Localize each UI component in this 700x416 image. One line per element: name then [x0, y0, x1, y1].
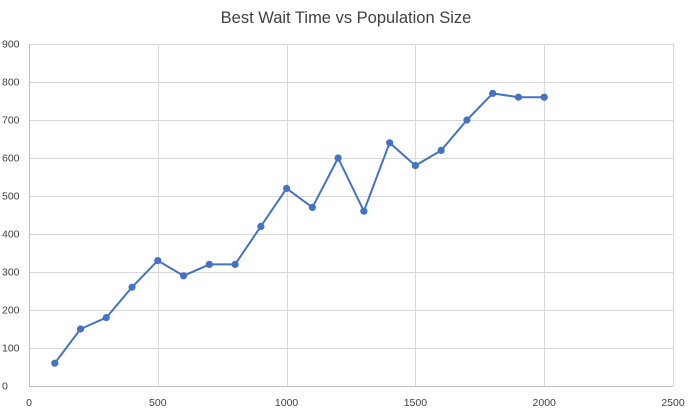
- y-tick-label-100: 100: [2, 343, 20, 355]
- data-point: [128, 283, 136, 291]
- data-point: [386, 139, 394, 147]
- y-tick-label-700: 700: [2, 115, 20, 127]
- data-point: [283, 184, 291, 192]
- y-tick-label-0: 0: [2, 381, 8, 393]
- x-tick-label-1000: 1000: [275, 397, 299, 409]
- data-point: [51, 359, 59, 367]
- data-point: [540, 93, 548, 101]
- x-tick-label-500: 500: [149, 397, 167, 409]
- x-tick-label-2000: 2000: [533, 397, 557, 409]
- y-tick-label-300: 300: [2, 267, 20, 279]
- data-point: [437, 146, 445, 154]
- data-point: [231, 260, 239, 268]
- chart-title: Best Wait Time vs Population Size: [221, 9, 472, 27]
- series-line: [53, 92, 546, 365]
- data-point: [179, 272, 188, 280]
- data-point: [257, 222, 265, 230]
- y-tick-label-600: 600: [2, 153, 20, 165]
- data-point: [360, 207, 368, 215]
- data-point: [514, 93, 523, 101]
- data-point: [411, 162, 419, 170]
- axes: [29, 44, 673, 387]
- data-point: [463, 116, 471, 124]
- x-tick-label-1500: 1500: [404, 397, 428, 409]
- data-point: [102, 314, 110, 322]
- tick-labels: 0 100 200 300 400 500 600 700 800 900 0 500 1000 1500…: [2, 39, 685, 410]
- x-tick-label-2500: 2500: [661, 397, 685, 409]
- y-tick-label-800: 800: [2, 77, 20, 89]
- x-tick-label-0: 0: [26, 397, 32, 409]
- y-tick-label-900: 900: [2, 39, 20, 51]
- gridlines: [29, 44, 674, 386]
- y-tick-label-500: 500: [2, 191, 20, 203]
- data-point: [205, 260, 213, 268]
- data-point: [308, 203, 316, 211]
- data-point: [76, 325, 85, 333]
- data-point: [154, 257, 162, 265]
- y-tick-label-200: 200: [2, 305, 20, 317]
- series: [51, 89, 548, 367]
- series-1: [51, 89, 548, 367]
- y-tick-label-400: 400: [2, 229, 20, 241]
- data-point: [334, 154, 342, 162]
- data-point: [489, 89, 497, 97]
